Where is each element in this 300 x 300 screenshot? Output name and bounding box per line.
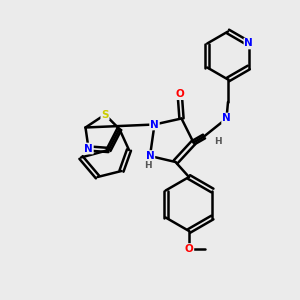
Text: N: N [84,143,93,154]
Text: S: S [101,110,109,120]
Text: N: N [150,119,159,130]
Text: H: H [144,161,152,170]
Text: H: H [214,137,222,146]
Text: O: O [184,244,194,254]
Text: N: N [222,113,231,124]
Text: N: N [146,151,154,161]
Text: N: N [244,38,253,49]
Text: O: O [176,89,184,99]
